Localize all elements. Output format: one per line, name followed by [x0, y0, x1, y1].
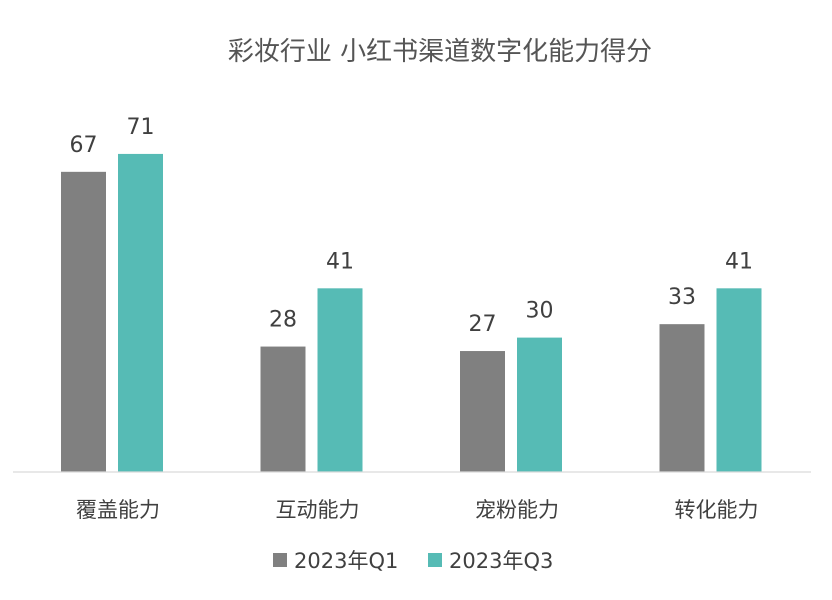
- bar-1-3: [460, 351, 505, 472]
- data-label: 41: [326, 249, 354, 274]
- legend: 2023年Q1 2023年Q3: [273, 549, 553, 573]
- category-axis-labels: 覆盖能力 互动能力 宠粉能力 转化能力: [76, 498, 759, 522]
- category-label: 转化能力: [675, 498, 759, 522]
- bar-2-4: [716, 288, 762, 472]
- data-label: 30: [526, 299, 554, 324]
- bar-1-1: [61, 171, 106, 472]
- data-label: 71: [127, 115, 155, 140]
- data-label: 27: [469, 312, 497, 337]
- bar-2-3: [517, 337, 562, 472]
- data-label: 33: [668, 285, 696, 310]
- data-label: 28: [269, 308, 297, 333]
- category-label: 覆盖能力: [76, 498, 160, 522]
- legend-label: 2023年Q1: [294, 549, 398, 573]
- bar-2-1: [118, 153, 163, 473]
- chart-title: 彩妆行业 小红书渠道数字化能力得分: [228, 37, 652, 67]
- legend-swatch: [273, 553, 287, 567]
- bar-1-2: [260, 346, 306, 472]
- data-label: 67: [70, 133, 98, 158]
- legend-label: 2023年Q3: [449, 549, 553, 573]
- bar-1-4: [659, 324, 705, 472]
- data-label: 41: [725, 249, 753, 274]
- category-label: 互动能力: [276, 498, 360, 522]
- bar-2-2: [317, 288, 363, 472]
- category-label: 宠粉能力: [475, 498, 559, 522]
- legend-swatch: [428, 553, 442, 567]
- bars-layer: [61, 153, 762, 473]
- data-labels-layer: 67 71 28 41 27 30 33 41: [70, 115, 754, 337]
